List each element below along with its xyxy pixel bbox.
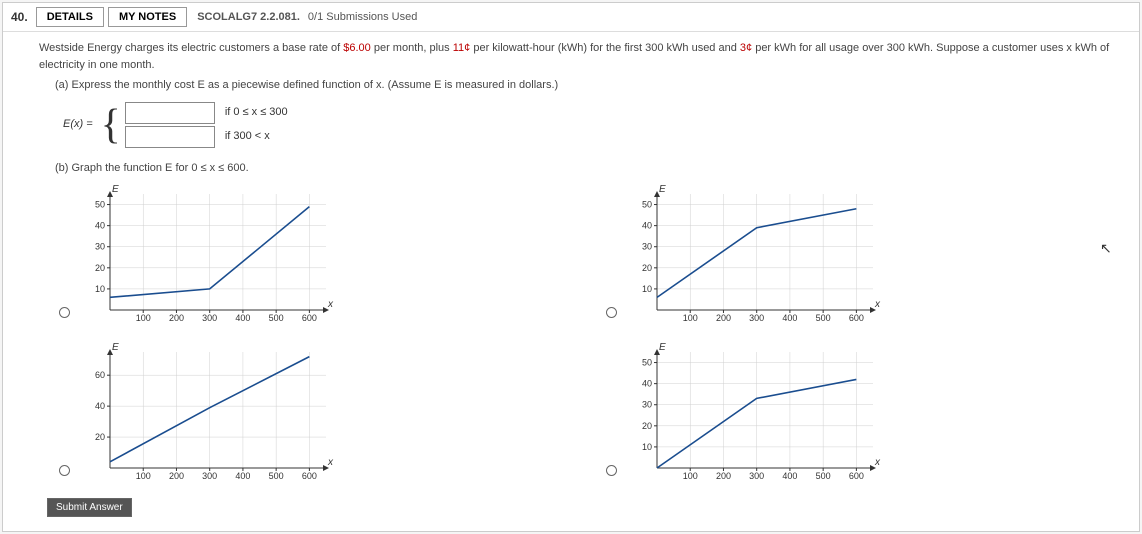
svg-text:30: 30 — [642, 242, 652, 252]
svg-text:20: 20 — [95, 432, 105, 442]
part-b-text: (b) Graph the function E for 0 ≤ x ≤ 600… — [55, 160, 1123, 177]
svg-text:40: 40 — [642, 379, 652, 389]
svg-text:20: 20 — [642, 421, 652, 431]
price-tier1: 11¢ — [453, 42, 471, 54]
chart-3: 100 200 300 400 500 600 20 40 60 Ex — [78, 338, 338, 488]
svg-text:500: 500 — [269, 471, 284, 481]
svg-text:E: E — [112, 342, 119, 353]
chart-4: 100 200 300 400 500 600 10 20 30 40 50 Ex — [625, 338, 885, 488]
part-a-text: (a) Express the monthly cost E as a piec… — [55, 77, 1123, 94]
piece-row-2: if 300 < x — [125, 126, 288, 148]
piecewise-rows: if 0 ≤ x ≤ 300 if 300 < x — [125, 102, 288, 148]
graph-option-1[interactable]: 100 200 300 400 500 600 10 20 30 40 50 Ex — [59, 180, 576, 330]
my-notes-button[interactable]: MY NOTES — [108, 7, 187, 27]
condition-1: if 0 ≤ x ≤ 300 — [225, 104, 288, 121]
problem-statement: Westside Energy charges its electric cus… — [39, 40, 1123, 73]
svg-text:500: 500 — [816, 471, 831, 481]
svg-text:20: 20 — [642, 263, 652, 273]
radio-3[interactable] — [59, 465, 70, 476]
svg-text:200: 200 — [716, 471, 731, 481]
intro-b: per month, plus — [371, 42, 453, 54]
price-tier2: 3¢ — [740, 42, 752, 54]
radio-4[interactable] — [606, 465, 617, 476]
svg-text:30: 30 — [95, 242, 105, 252]
svg-text:500: 500 — [269, 313, 284, 323]
svg-text:400: 400 — [235, 471, 250, 481]
svg-text:20: 20 — [95, 263, 105, 273]
piece-row-1: if 0 ≤ x ≤ 300 — [125, 102, 288, 124]
svg-text:600: 600 — [302, 471, 317, 481]
function-lhs: E(x) = — [63, 116, 93, 133]
brace-icon: { — [101, 104, 121, 146]
svg-text:400: 400 — [782, 313, 797, 323]
chart-1: 100 200 300 400 500 600 10 20 30 40 50 Ex — [78, 180, 338, 330]
svg-text:600: 600 — [302, 313, 317, 323]
graph-option-2[interactable]: 100 200 300 400 500 600 10 20 30 40 50 Ex — [606, 180, 1123, 330]
svg-text:600: 600 — [849, 313, 864, 323]
svg-text:x: x — [327, 299, 334, 310]
svg-text:200: 200 — [169, 313, 184, 323]
details-button[interactable]: DETAILS — [36, 7, 104, 27]
svg-text:40: 40 — [642, 221, 652, 231]
svg-text:100: 100 — [683, 313, 698, 323]
submissions-used: 0/1 Submissions Used — [308, 11, 417, 23]
svg-text:30: 30 — [642, 400, 652, 410]
svg-text:400: 400 — [235, 313, 250, 323]
svg-text:60: 60 — [95, 370, 105, 380]
svg-text:400: 400 — [782, 471, 797, 481]
submit-button[interactable]: Submit Answer — [47, 498, 132, 517]
textbook-reference: SCOLALG7 2.2.081. — [197, 11, 300, 23]
piecewise-function: E(x) = { if 0 ≤ x ≤ 300 if 300 < x — [63, 102, 1123, 148]
answer-input-2[interactable] — [125, 126, 215, 148]
question-content: Westside Energy charges its electric cus… — [3, 32, 1139, 531]
svg-text:200: 200 — [716, 313, 731, 323]
svg-text:300: 300 — [202, 313, 217, 323]
question-container: 40. DETAILS MY NOTES SCOLALG7 2.2.081. 0… — [2, 2, 1140, 532]
condition-2: if 300 < x — [225, 128, 270, 145]
question-header: 40. DETAILS MY NOTES SCOLALG7 2.2.081. 0… — [3, 3, 1139, 32]
svg-text:x: x — [874, 299, 881, 310]
chart-2: 100 200 300 400 500 600 10 20 30 40 50 Ex — [625, 180, 885, 330]
radio-1[interactable] — [59, 307, 70, 318]
svg-text:300: 300 — [202, 471, 217, 481]
svg-text:200: 200 — [169, 471, 184, 481]
intro-c: per kilowatt-hour (kWh) for the first 30… — [470, 42, 740, 54]
svg-text:40: 40 — [95, 401, 105, 411]
price-base: $6.00 — [343, 42, 371, 54]
svg-text:50: 50 — [642, 358, 652, 368]
svg-text:E: E — [659, 342, 666, 353]
svg-text:40: 40 — [95, 221, 105, 231]
svg-text:E: E — [659, 184, 666, 195]
svg-text:100: 100 — [136, 471, 151, 481]
svg-text:10: 10 — [642, 442, 652, 452]
svg-text:300: 300 — [749, 471, 764, 481]
answer-input-1[interactable] — [125, 102, 215, 124]
svg-text:50: 50 — [642, 200, 652, 210]
radio-2[interactable] — [606, 307, 617, 318]
cursor-icon: ↖ — [1100, 240, 1112, 257]
svg-text:100: 100 — [136, 313, 151, 323]
graph-option-4[interactable]: 100 200 300 400 500 600 10 20 30 40 50 Ex — [606, 338, 1123, 488]
svg-text:300: 300 — [749, 313, 764, 323]
svg-text:E: E — [112, 184, 119, 195]
svg-text:100: 100 — [683, 471, 698, 481]
graph-options: 100 200 300 400 500 600 10 20 30 40 50 Ex 100 200 300… — [59, 180, 1123, 488]
svg-text:50: 50 — [95, 200, 105, 210]
graph-option-3[interactable]: 100 200 300 400 500 600 20 40 60 Ex — [59, 338, 576, 488]
svg-text:10: 10 — [95, 284, 105, 294]
svg-text:x: x — [874, 457, 881, 468]
svg-text:10: 10 — [642, 284, 652, 294]
question-number: 40. — [11, 10, 28, 24]
svg-text:x: x — [327, 457, 334, 468]
svg-text:600: 600 — [849, 471, 864, 481]
intro-a: Westside Energy charges its electric cus… — [39, 42, 343, 54]
svg-text:500: 500 — [816, 313, 831, 323]
